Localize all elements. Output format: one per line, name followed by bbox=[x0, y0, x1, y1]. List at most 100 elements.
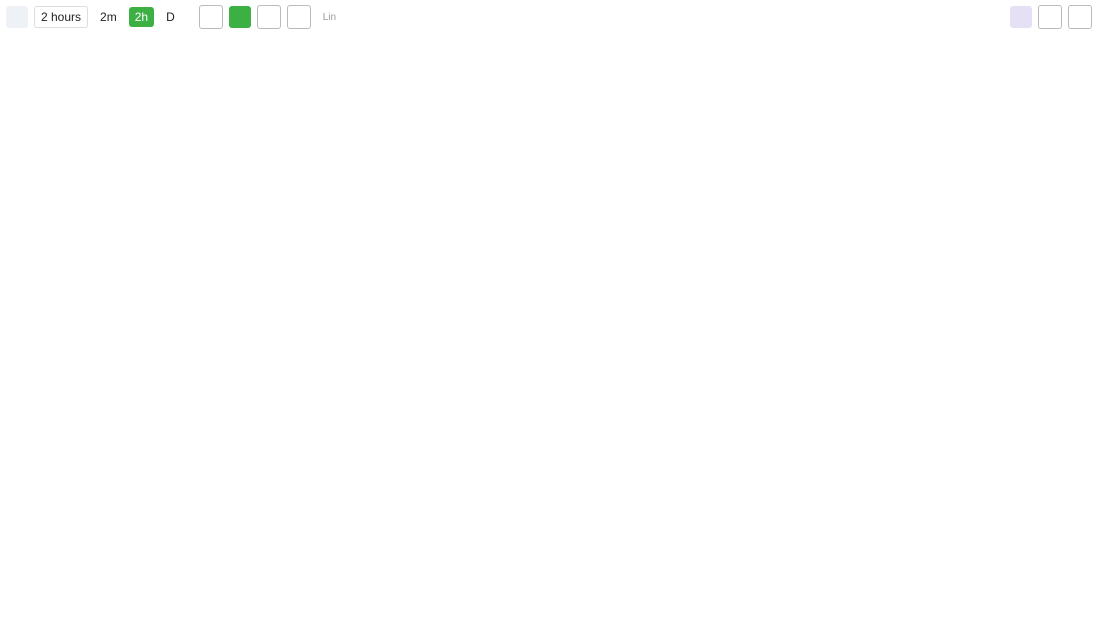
volume-profile-label: 587.359K bbox=[862, 361, 907, 373]
level-badge-label: GEX 4 bbox=[80, 210, 109, 221]
indicator-name[interactable]: Market Breadth (spx500, ad_line) bbox=[12, 506, 167, 518]
snapshot-button[interactable] bbox=[1068, 5, 1092, 29]
indicator-name[interactable]: SMA (20, 0, close) bbox=[12, 357, 98, 369]
level-badge-label: BL 4 bbox=[84, 33, 105, 44]
indicator-name[interactable]: MFI (14, 20, 80) bbox=[12, 340, 87, 352]
volume-profile-bar bbox=[900, 179, 1040, 194]
indicator-name[interactable]: URSI (14, 21, 20, 2, 2, SMA, 80, 20, clo… bbox=[12, 307, 211, 319]
level-badge bbox=[55, 155, 135, 169]
annotation: MSB bbox=[330, 432, 351, 443]
indicator-name[interactable]: Ripster MTF Clouds (60, yes, D, yes, D, … bbox=[12, 440, 334, 452]
replay-button[interactable] bbox=[256, 5, 281, 29]
volume-profile-label: 358.135K bbox=[933, 392, 978, 404]
volume-profile-label: 387.902K bbox=[924, 165, 969, 177]
volume-profile-label: 574.232K bbox=[866, 246, 911, 258]
level-label: 7,575.02 bbox=[730, 243, 771, 255]
scale-button[interactable]: Lin bbox=[322, 11, 337, 23]
indicator-name[interactable]: ADXDI (14, 25, 20) bbox=[12, 324, 101, 336]
indicator-button[interactable] bbox=[228, 6, 251, 28]
level-label: 7,595.84 bbox=[602, 200, 643, 212]
x-tick-label: 26. May bbox=[468, 601, 506, 613]
settings-button[interactable] bbox=[198, 5, 223, 29]
x-tick-label: 25. May bbox=[404, 601, 442, 613]
indicator-name[interactable]: VbP (35, manual) bbox=[12, 275, 94, 287]
indicator-name[interactable]: RSI (14, 70, 30, close) bbox=[12, 374, 116, 386]
indicator-name[interactable]: Volume (20) bbox=[12, 407, 69, 419]
timezone: Your local time zone bbox=[964, 585, 1036, 594]
copyright: © 2026 TrendSpider LLC, Market data prov… bbox=[12, 587, 258, 596]
interval-select[interactable]: 2 hours bbox=[34, 6, 89, 28]
level-badge bbox=[79, 351, 109, 365]
volume-profile-bar bbox=[972, 473, 1040, 488]
level-badge-label: BL 3 bbox=[84, 551, 104, 562]
indicator-name[interactable]: VbP (25, manual) bbox=[12, 110, 94, 122]
volume-profile-label: 421.233K bbox=[913, 524, 958, 536]
watermark-symbol: ES1! bbox=[482, 237, 638, 315]
level-badge-label: GEX 7 bbox=[80, 301, 108, 312]
level-badge bbox=[80, 265, 108, 279]
annotation: MSB bbox=[578, 392, 599, 403]
level-badge bbox=[10, 93, 80, 107]
ohlc-value: 7,516.50 bbox=[518, 37, 565, 51]
indicator-legend: Fibs bbox=[12, 522, 32, 534]
indicator-legend: Capitulation Finder (14, 30, 70, sma, 50… bbox=[12, 457, 250, 469]
indicator-name[interactable]: SMA (200, 0, close) bbox=[12, 60, 104, 72]
indicator-name[interactable]: BB (20, 2, 2, 0, close) bbox=[12, 126, 113, 138]
x-tick-label: 5. Jun bbox=[980, 601, 1009, 613]
volume-profile-bar bbox=[772, 326, 1040, 341]
indicator-name[interactable]: VWAP (14, 0, hlc3) bbox=[12, 77, 101, 89]
indicator-legend: VbP (35, manual) bbox=[12, 275, 94, 287]
y-tick-label: 7,650.00 bbox=[1056, 98, 1097, 110]
indicator-name[interactable]: Fibs bbox=[12, 522, 32, 534]
indicator-name[interactable]: Capitulation Finder (14, 30, 70, sma, 50… bbox=[12, 457, 250, 469]
last-price-label: 7,617.00 bbox=[1053, 166, 1094, 178]
indicator-name[interactable]: MACD (12, 26, 9, close) bbox=[12, 209, 124, 221]
indicator-name[interactable]: VWMA (20, 0, close) bbox=[12, 258, 108, 270]
indicator-legend: Volume (20) bbox=[12, 407, 69, 419]
indicator-name[interactable]: VWAP + Stdev Bands (1, 2, 3, 4, 1D, 90, … bbox=[12, 291, 311, 303]
indicator-legend: MenthorQ - Correlations (SPY, ES1!, EOD,… bbox=[12, 193, 318, 205]
crosshair-button[interactable] bbox=[286, 5, 311, 29]
volume-profile-bar bbox=[981, 376, 1040, 391]
indicator-name[interactable]: Acc/Dstr Osc. (6, 10) bbox=[12, 390, 109, 402]
chart-style-button[interactable] bbox=[6, 6, 28, 28]
indicator-name[interactable]: ORB Trading Strategy Indicator (no, yes,… bbox=[12, 473, 321, 485]
interval-d[interactable]: D bbox=[166, 10, 175, 24]
period-value: −13.75 (−0.182%) bbox=[683, 37, 779, 51]
level-badge bbox=[79, 196, 109, 210]
level-badge-label: Put Support 0DTE bbox=[54, 157, 135, 168]
volume-profile-label: 788.348K bbox=[800, 573, 845, 585]
indicator-legend: MFI (14, 20, 80) bbox=[12, 340, 87, 352]
volume-profile-label: 194.057K bbox=[984, 278, 1029, 290]
indicator-name[interactable]: MenthorQ Blind Spots (150) bbox=[12, 176, 142, 188]
y-tick-label: 7,550.00 bbox=[1056, 304, 1097, 316]
level-label: 7,609.26 bbox=[592, 173, 633, 185]
indicator-legend: Stoch (14, 3, 3, 80, 20) bbox=[12, 423, 119, 435]
x-tick-label: 3. Jun bbox=[853, 601, 882, 613]
interval-2h[interactable]: 2h bbox=[128, 7, 155, 27]
volume-profile-bar bbox=[857, 359, 1040, 374]
indicator-name[interactable]: MenthorQ - Correlations (SPY, ES1!, EOD,… bbox=[12, 193, 318, 205]
volume-profile-bar bbox=[965, 507, 1040, 522]
indicator-name[interactable]: BB (20, 2, 2, 0, close) bbox=[12, 490, 113, 502]
indicator-name[interactable]: Market Structure Break Detector (3, 20, … bbox=[12, 142, 219, 154]
indicator-name[interactable]: Drawings bbox=[12, 539, 56, 551]
indicator-name[interactable]: MenthorQ Levels (150, Intraday) bbox=[12, 158, 163, 170]
fullscreen-button[interactable] bbox=[1038, 5, 1062, 29]
bot-button[interactable] bbox=[1010, 6, 1032, 28]
indicator-legend: MenthorQ Gamma Levels (150, EOD) bbox=[12, 226, 188, 238]
volume-profile-bar bbox=[974, 408, 1040, 423]
ohlc-key: O bbox=[368, 37, 377, 51]
x-tick-label: 27. May bbox=[531, 601, 569, 613]
indicator-legend: Ripster MTF Clouds (60, yes, D, yes, D, … bbox=[12, 440, 334, 452]
x-tick-label: 19. May bbox=[150, 601, 188, 613]
indicator-name[interactable]: MenthorQ Gamma Levels (150, EOD) bbox=[12, 226, 188, 238]
indicator-name[interactable]: Stoch (14, 3, 3, 80, 20) bbox=[12, 423, 119, 435]
series-line bbox=[41, 171, 868, 591]
level-label: 7,621.03 bbox=[528, 148, 569, 160]
volume-profile-label: 188.981K bbox=[985, 442, 1030, 454]
volume-profile-label: 588.440K bbox=[862, 541, 907, 553]
interval-2m[interactable]: 2m bbox=[100, 10, 117, 24]
x-tick-label: 29. May bbox=[658, 601, 696, 613]
